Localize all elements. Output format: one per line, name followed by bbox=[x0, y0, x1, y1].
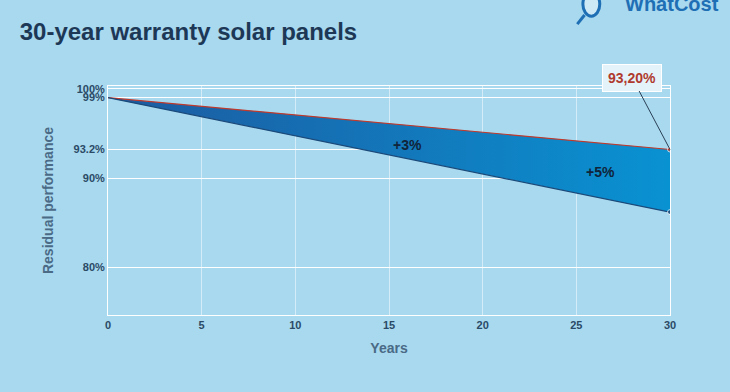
svg-text:25: 25 bbox=[570, 319, 582, 331]
svg-text:80%: 80% bbox=[83, 261, 105, 273]
svg-text:5: 5 bbox=[199, 319, 205, 331]
svg-text:10: 10 bbox=[289, 319, 301, 331]
svg-text:+3%: +3% bbox=[393, 137, 422, 153]
svg-text:+5%: +5% bbox=[586, 164, 615, 180]
svg-text:90%: 90% bbox=[83, 172, 105, 184]
svg-text:30-year warranty solar panels: 30-year warranty solar panels bbox=[20, 18, 358, 45]
svg-text:20: 20 bbox=[477, 319, 489, 331]
svg-text:30: 30 bbox=[664, 319, 676, 331]
svg-text:93.2%: 93.2% bbox=[74, 143, 105, 155]
svg-text:Residual performance: Residual performance bbox=[40, 127, 56, 274]
svg-text:100%: 100% bbox=[77, 83, 105, 95]
svg-text:99%: 99% bbox=[83, 91, 105, 103]
svg-text:Years: Years bbox=[370, 340, 408, 356]
svg-text:0: 0 bbox=[105, 319, 111, 331]
svg-text:WhatCost: WhatCost bbox=[625, 0, 719, 15]
svg-text:15: 15 bbox=[383, 319, 395, 331]
svg-text:93,20%: 93,20% bbox=[608, 70, 656, 86]
